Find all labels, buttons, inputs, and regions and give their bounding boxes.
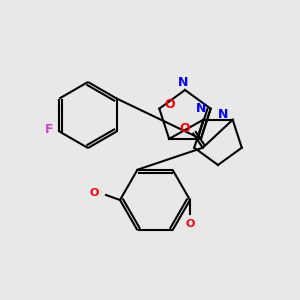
Text: O: O xyxy=(185,219,195,229)
Text: N: N xyxy=(178,76,188,88)
Text: O: O xyxy=(179,122,190,135)
Text: N: N xyxy=(218,108,228,121)
Text: F: F xyxy=(45,123,54,136)
Text: O: O xyxy=(89,188,99,198)
Text: O: O xyxy=(164,98,175,111)
Text: N: N xyxy=(196,102,206,115)
